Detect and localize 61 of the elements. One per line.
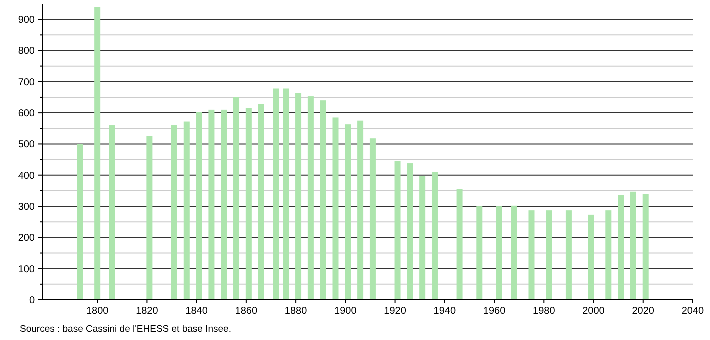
bar [296, 93, 302, 300]
bar [642, 194, 649, 300]
y-tick-label: 900 [18, 15, 36, 26]
bar [370, 138, 376, 300]
x-tick-label: 2000 [582, 306, 606, 317]
y-tick-label: 200 [18, 233, 36, 244]
source-note: Sources : base Cassini de l'EHESS et base Insee. [20, 324, 232, 335]
x-tick-label: 1860 [235, 306, 258, 317]
bar [588, 214, 594, 300]
bar [358, 120, 364, 300]
bar [606, 210, 612, 300]
y-tick-label: 400 [18, 170, 36, 182]
y-tick-label: 800 [18, 46, 36, 58]
bar [618, 195, 624, 300]
bar [420, 176, 426, 300]
bar [171, 126, 178, 300]
x-tick-label: 1900 [334, 306, 358, 317]
y-tick-label: 500 [18, 140, 36, 151]
bar [320, 100, 326, 300]
bar [109, 126, 116, 300]
bar [234, 97, 240, 300]
bar [246, 108, 252, 300]
bar [94, 7, 101, 300]
x-tick-label: 2020 [632, 306, 655, 317]
bar [345, 124, 352, 300]
bar [566, 210, 572, 300]
bar [77, 144, 84, 300]
y-tick-label: 300 [18, 202, 36, 214]
x-tick-label: 1940 [434, 306, 456, 317]
bar [283, 88, 290, 300]
bar [511, 206, 518, 300]
bar [308, 96, 314, 300]
bar [273, 88, 280, 300]
bar [221, 110, 228, 300]
y-tick-label: 700 [18, 77, 36, 88]
x-tick-label: 1800 [86, 306, 110, 317]
bar [258, 104, 264, 300]
x-tick-label: 1960 [483, 306, 506, 317]
bar [196, 112, 202, 300]
bar [630, 192, 636, 300]
bar [476, 206, 483, 300]
x-tick-label: 1880 [284, 306, 308, 317]
y-tick-label: 100 [18, 264, 36, 276]
x-tick-label: 1840 [186, 306, 208, 317]
bar [407, 164, 414, 300]
bar [184, 122, 190, 300]
y-tick-label: 600 [18, 108, 36, 120]
y-tick-label: 0 [29, 296, 36, 306]
x-tick-label: 2040 [682, 306, 705, 317]
x-tick-label: 1980 [533, 306, 556, 317]
bar [432, 172, 438, 300]
bar [394, 161, 401, 300]
bar [528, 210, 535, 300]
x-tick-label: 1820 [136, 306, 159, 317]
x-tick-label: 1920 [384, 306, 407, 317]
bar [546, 210, 552, 300]
bar [332, 118, 339, 300]
bar [208, 110, 215, 300]
bar [496, 206, 502, 300]
bar [456, 189, 463, 300]
bar [146, 136, 153, 300]
